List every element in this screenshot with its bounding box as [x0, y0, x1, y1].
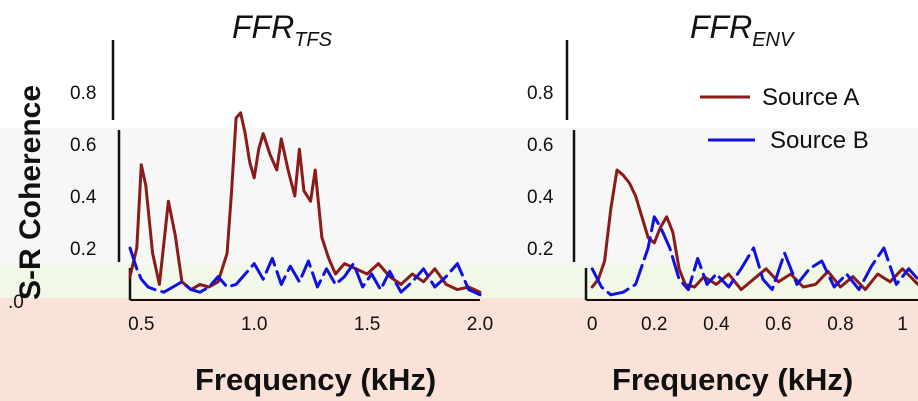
x-tick-label: 0 [587, 314, 598, 335]
y-tick-label: 0.8 [527, 83, 553, 104]
band-light-salmon [0, 298, 918, 401]
y-axis-label: S-R Coherence [14, 85, 47, 300]
legend-label-source-b: Source B [770, 127, 869, 154]
left-edge-tick-label: .0 [8, 292, 24, 313]
legend-label-source-a: Source A [762, 84, 859, 111]
title-sub: TFS [294, 29, 332, 51]
y-tick-labels: 0.8 0.6 0.4 0.2 [70, 83, 97, 260]
title-sub: ENV [752, 29, 795, 51]
x-axis-label: Frequency (kHz) [195, 362, 436, 397]
panel-ffr-env: FFRENV 0.8 0.6 0.4 0.2 0 0.2 0.4 0.6 0.8 1 Frequ… [527, 9, 918, 397]
x-tick-label: 0.4 [703, 314, 730, 335]
series-line-source-b [128, 246, 482, 297]
y-tick-label: 0.2 [527, 239, 553, 260]
x-tick-label: 1.5 [354, 314, 380, 335]
panel-ffr-tfs: FFRTFS 0.8 0.6 0.4 0.2 0.5 1.0 1.5 2.0 Frequen… [70, 9, 493, 397]
y-tick-labels: 0.8 0.6 0.4 0.2 [527, 83, 554, 260]
series-line-source-b [590, 215, 918, 297]
y-tick-label: 0.6 [527, 135, 553, 156]
x-tick-labels: 0.5 1.0 1.5 2.0 [128, 314, 493, 335]
x-tick-label: 2.0 [467, 314, 493, 335]
x-tick-labels: 0 0.2 0.4 0.6 0.8 1 [587, 314, 908, 335]
series-lines [128, 111, 482, 297]
x-tick-label: 0.2 [641, 314, 667, 335]
panel-title-env: FFRENV [690, 9, 795, 51]
y-tick-label: 0.8 [70, 83, 96, 104]
x-tick-label: 0.5 [128, 314, 154, 335]
x-tick-label: 0.8 [827, 314, 853, 335]
x-tick-label: 1 [897, 314, 908, 335]
x-tick-label: 0.6 [765, 314, 791, 335]
y-tick-label: 0.4 [527, 187, 554, 208]
series-lines [590, 168, 918, 297]
legend: Source A Source B [700, 84, 869, 154]
y-tick-label: 0.6 [70, 135, 96, 156]
x-axis-label: Frequency (kHz) [612, 362, 853, 397]
x-tick-label: 1.0 [241, 314, 267, 335]
y-tick-label: 0.2 [70, 239, 96, 260]
panel-title-tfs: FFRTFS [232, 9, 333, 51]
title-main: FFR [232, 9, 294, 45]
band-light-gray [0, 128, 918, 265]
title-main: FFR [690, 9, 752, 45]
y-tick-label: 0.4 [70, 187, 97, 208]
